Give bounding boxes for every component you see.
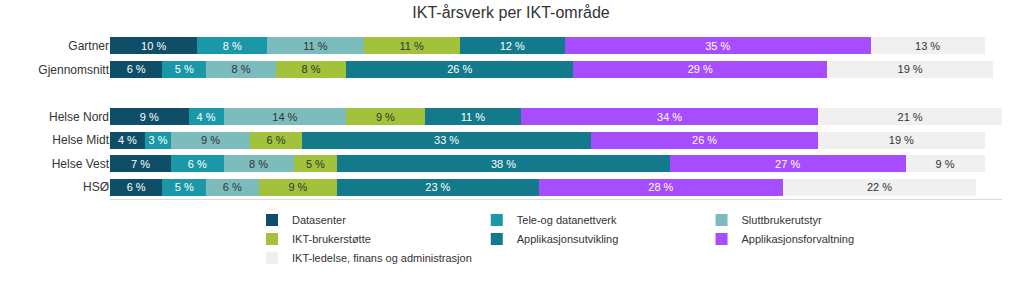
svg-text:23 %: 23 % [425,181,450,193]
svg-text:9 %: 9 % [201,134,220,146]
svg-text:7 %: 7 % [131,158,150,170]
svg-text:9 %: 9 % [376,111,395,123]
svg-text:3 %: 3 % [149,134,168,146]
svg-text:Tele-og datanettverk: Tele-og datanettverk [517,214,617,226]
svg-text:IKT-brukerstøtte: IKT-brukerstøtte [292,233,371,245]
svg-text:11 %: 11 % [461,111,485,123]
svg-text:9 %: 9 % [140,111,159,123]
svg-text:6 %: 6 % [127,181,146,193]
svg-text:8 %: 8 % [223,40,242,52]
svg-text:14 %: 14 % [272,111,297,123]
svg-text:5 %: 5 % [175,63,194,75]
svg-text:13 %: 13 % [915,40,940,52]
svg-text:8 %: 8 % [232,63,251,75]
svg-text:10 %: 10 % [141,40,166,52]
svg-text:Helse Nord: Helse Nord [49,110,109,124]
svg-text:IKT-årsverk per IKT-område: IKT-årsverk per IKT-område [412,4,609,21]
svg-text:35 %: 35 % [705,40,730,52]
svg-text:Gjennomsnitt: Gjennomsnitt [38,63,109,77]
svg-text:Applikasjonsforvaltning: Applikasjonsforvaltning [742,233,855,245]
svg-text:4 %: 4 % [197,111,216,123]
svg-text:19 %: 19 % [889,134,914,146]
svg-text:5 %: 5 % [175,181,194,193]
svg-text:9 %: 9 % [936,158,955,170]
svg-text:6 %: 6 % [223,181,242,193]
svg-text:26 %: 26 % [692,134,717,146]
svg-text:8 %: 8 % [302,63,321,75]
svg-text:Sluttbrukerutstyr: Sluttbrukerutstyr [742,214,822,226]
svg-text:Applikasjonsutvikling: Applikasjonsutvikling [517,233,619,245]
svg-text:8 %: 8 % [249,158,268,170]
svg-text:34 %: 34 % [657,111,682,123]
svg-text:4 %: 4 % [118,134,137,146]
svg-text:6 %: 6 % [188,158,207,170]
svg-text:HSØ: HSØ [83,180,109,194]
svg-text:21 %: 21 % [898,111,923,123]
svg-text:5 %: 5 % [306,158,325,170]
svg-text:Helse Midt: Helse Midt [52,133,109,147]
svg-text:22 %: 22 % [867,181,892,193]
svg-text:38 %: 38 % [491,158,516,170]
svg-text:Gartner: Gartner [68,39,109,53]
svg-text:29 %: 29 % [688,63,713,75]
svg-text:6 %: 6 % [127,63,146,75]
svg-text:11 %: 11 % [303,40,327,52]
svg-text:27 %: 27 % [775,158,800,170]
svg-text:Datasenter: Datasenter [292,214,346,226]
svg-text:9 %: 9 % [288,181,307,193]
svg-text:26 %: 26 % [447,63,472,75]
svg-text:12 %: 12 % [500,40,525,52]
svg-text:28 %: 28 % [648,181,673,193]
svg-text:Helse Vest: Helse Vest [52,157,110,171]
svg-text:6 %: 6 % [267,134,286,146]
svg-text:IKT-ledelse, finans og adminis: IKT-ledelse, finans og administrasjon [292,252,472,264]
svg-text:19 %: 19 % [898,63,923,75]
svg-text:11 %: 11 % [399,40,423,52]
svg-text:33 %: 33 % [434,134,459,146]
